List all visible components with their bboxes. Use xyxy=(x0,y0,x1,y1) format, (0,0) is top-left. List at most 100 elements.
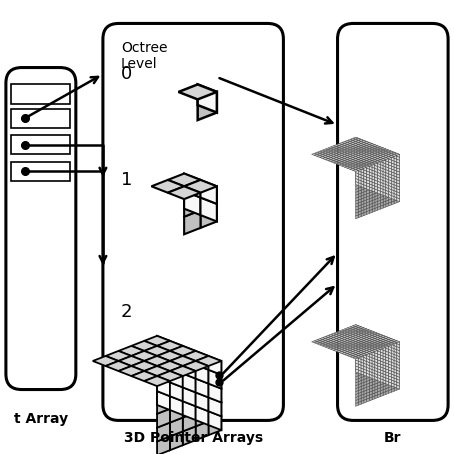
Polygon shape xyxy=(353,137,358,139)
Polygon shape xyxy=(358,401,361,405)
Polygon shape xyxy=(358,329,364,331)
Polygon shape xyxy=(364,185,366,189)
Polygon shape xyxy=(355,370,358,374)
Polygon shape xyxy=(386,369,389,373)
Polygon shape xyxy=(394,191,397,195)
Polygon shape xyxy=(350,334,355,336)
Polygon shape xyxy=(394,343,397,347)
Polygon shape xyxy=(183,360,196,379)
Polygon shape xyxy=(397,184,400,188)
Polygon shape xyxy=(386,184,389,188)
Polygon shape xyxy=(378,345,383,347)
Polygon shape xyxy=(380,390,383,394)
Polygon shape xyxy=(157,395,170,414)
Polygon shape xyxy=(347,157,353,158)
Polygon shape xyxy=(372,167,375,171)
Polygon shape xyxy=(366,335,370,339)
Polygon shape xyxy=(328,339,334,340)
Polygon shape xyxy=(336,152,342,154)
Polygon shape xyxy=(358,357,361,361)
Polygon shape xyxy=(372,153,378,155)
Polygon shape xyxy=(366,145,372,147)
Polygon shape xyxy=(391,347,394,351)
Polygon shape xyxy=(380,193,383,197)
Polygon shape xyxy=(361,160,364,164)
Polygon shape xyxy=(380,173,383,178)
Polygon shape xyxy=(386,367,389,371)
Polygon shape xyxy=(386,162,389,166)
Polygon shape xyxy=(389,345,391,349)
Polygon shape xyxy=(361,374,364,378)
Polygon shape xyxy=(378,358,380,362)
Polygon shape xyxy=(364,328,366,332)
Polygon shape xyxy=(372,331,375,335)
Polygon shape xyxy=(347,355,353,357)
Polygon shape xyxy=(386,154,391,157)
Polygon shape xyxy=(183,426,196,445)
Polygon shape xyxy=(391,383,394,387)
Polygon shape xyxy=(386,351,389,355)
Polygon shape xyxy=(380,157,386,158)
Polygon shape xyxy=(358,327,364,329)
Polygon shape xyxy=(353,340,358,342)
Polygon shape xyxy=(372,164,375,168)
Polygon shape xyxy=(208,397,222,416)
Polygon shape xyxy=(383,178,386,182)
Polygon shape xyxy=(380,351,383,355)
Polygon shape xyxy=(342,143,347,146)
Polygon shape xyxy=(345,140,350,143)
Polygon shape xyxy=(394,372,397,376)
Polygon shape xyxy=(389,348,391,352)
Polygon shape xyxy=(372,170,375,174)
Polygon shape xyxy=(389,378,391,381)
Polygon shape xyxy=(397,344,400,348)
Bar xyxy=(11,84,70,104)
Polygon shape xyxy=(378,357,380,361)
Polygon shape xyxy=(364,343,366,347)
Polygon shape xyxy=(372,346,375,350)
Polygon shape xyxy=(389,343,394,345)
Polygon shape xyxy=(331,146,336,148)
Polygon shape xyxy=(364,349,366,353)
Polygon shape xyxy=(345,147,350,149)
Polygon shape xyxy=(378,345,380,349)
Polygon shape xyxy=(380,334,383,338)
Polygon shape xyxy=(378,339,380,343)
Polygon shape xyxy=(358,340,361,345)
Polygon shape xyxy=(366,164,372,166)
Polygon shape xyxy=(375,377,378,381)
Polygon shape xyxy=(342,142,347,143)
Polygon shape xyxy=(366,174,370,178)
Polygon shape xyxy=(397,177,400,181)
Polygon shape xyxy=(361,343,366,345)
Polygon shape xyxy=(361,356,364,360)
Polygon shape xyxy=(389,199,391,203)
Polygon shape xyxy=(397,342,400,346)
Polygon shape xyxy=(366,347,372,349)
Polygon shape xyxy=(358,336,364,337)
Polygon shape xyxy=(380,184,383,188)
Polygon shape xyxy=(378,173,380,176)
Polygon shape xyxy=(336,157,342,158)
Polygon shape xyxy=(364,331,366,335)
Polygon shape xyxy=(383,391,386,395)
Polygon shape xyxy=(355,166,361,168)
Polygon shape xyxy=(397,365,400,368)
Polygon shape xyxy=(358,344,364,346)
Polygon shape xyxy=(358,150,364,152)
Polygon shape xyxy=(389,367,391,371)
Polygon shape xyxy=(378,183,380,187)
Polygon shape xyxy=(157,336,170,355)
Polygon shape xyxy=(106,361,131,371)
Polygon shape xyxy=(370,171,372,175)
Polygon shape xyxy=(355,373,358,377)
Polygon shape xyxy=(383,343,389,345)
Polygon shape xyxy=(358,205,361,209)
Polygon shape xyxy=(358,326,361,330)
Polygon shape xyxy=(386,372,389,376)
Polygon shape xyxy=(350,347,355,349)
Polygon shape xyxy=(358,358,361,362)
Polygon shape xyxy=(383,356,386,360)
Polygon shape xyxy=(345,328,350,330)
Polygon shape xyxy=(372,151,378,153)
